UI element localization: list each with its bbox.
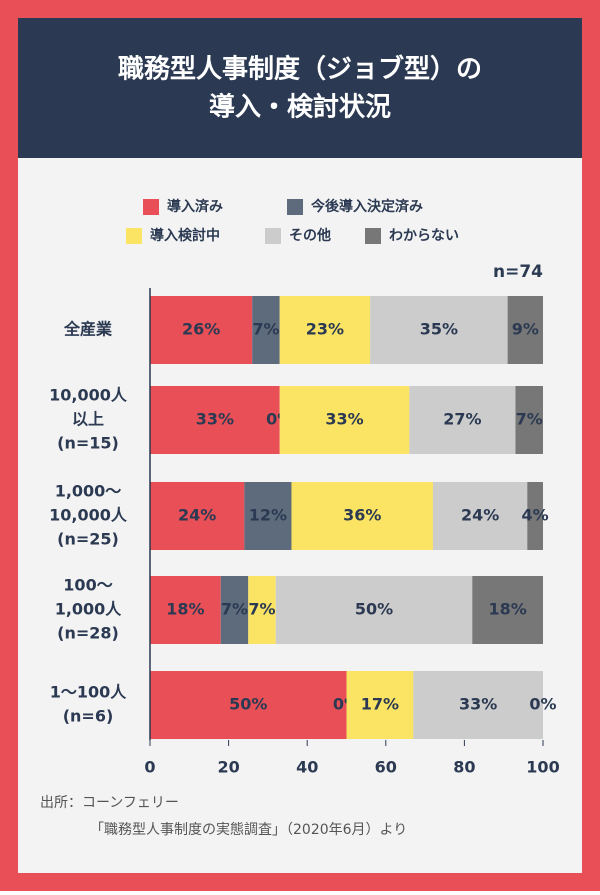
bar-segment <box>409 386 516 454</box>
legend-swatch <box>265 228 281 244</box>
source: 「職務型人事制度の実態調査」（2020年6月）より <box>90 822 407 838</box>
value-label: 27% <box>443 410 481 429</box>
value-label: 9% <box>512 320 539 339</box>
value-label: 12% <box>249 506 287 525</box>
bar-segment <box>244 482 292 550</box>
value-label: 18% <box>488 600 526 619</box>
x-tick-label: 100 <box>526 758 559 777</box>
bar-segment <box>527 482 543 550</box>
bar-segment <box>220 576 249 644</box>
bar-segment <box>370 296 508 364</box>
legend-label: 導入済み <box>167 198 223 215</box>
y-tick-label: (n=28) <box>57 624 119 643</box>
bar-segment <box>150 576 221 644</box>
value-label: 26% <box>182 320 220 339</box>
legend-swatch <box>287 199 303 215</box>
y-tick-label: 1〜100人 <box>50 683 128 702</box>
value-label: 4% <box>522 506 549 525</box>
bar-segment <box>346 671 414 739</box>
bar-segment <box>291 482 433 550</box>
x-tick-label: 40 <box>296 758 318 777</box>
bar-segment <box>279 386 410 454</box>
value-label: 7% <box>516 410 543 429</box>
x-tick-label: 60 <box>375 758 397 777</box>
value-label: 7% <box>221 600 248 619</box>
y-tick-label: 1,000人 <box>55 600 123 619</box>
x-tick-label: 20 <box>217 758 239 777</box>
legend-swatch <box>365 228 381 244</box>
legend-label: 導入検討中 <box>150 227 220 244</box>
value-label: 50% <box>355 600 393 619</box>
value-label: 18% <box>166 600 204 619</box>
bar-segment <box>472 576 543 644</box>
y-tick-label: 10,000人 <box>49 386 128 405</box>
legend-swatch <box>126 228 142 244</box>
bar-segment <box>248 576 276 644</box>
value-label: 7% <box>248 600 275 619</box>
value-label: 36% <box>343 506 381 525</box>
value-label: 17% <box>361 695 399 714</box>
legend-label: その他 <box>289 227 331 244</box>
value-label: 33% <box>459 695 497 714</box>
bar-segment <box>150 386 280 454</box>
y-tick-label: 100〜 <box>63 576 112 595</box>
legend-swatch <box>143 199 159 215</box>
y-tick-label: (n=6) <box>63 707 114 726</box>
bar-segment <box>413 671 543 739</box>
bar-segment <box>150 671 347 739</box>
value-label: 7% <box>252 320 279 339</box>
value-label: 50% <box>229 695 267 714</box>
y-tick-label: 以上 <box>72 410 104 429</box>
value-label: 33% <box>325 410 363 429</box>
bar-segment <box>150 482 245 550</box>
bar-segment <box>507 296 543 364</box>
y-tick-label: 1,000〜 <box>55 482 122 501</box>
y-tick-label: 10,000人 <box>49 506 128 525</box>
bar-segment <box>515 386 543 454</box>
legend-label: わからない <box>389 228 459 244</box>
source: 出所：コーンフェリー <box>40 795 179 811</box>
bar-segment <box>275 576 473 644</box>
chart-title: 導入・検討状況 <box>209 92 391 123</box>
value-label: 24% <box>178 506 216 525</box>
x-tick-label: 80 <box>453 758 475 777</box>
value-label: 33% <box>196 410 234 429</box>
chart-title: 職務型人事制度（ジョブ型）の <box>118 54 482 85</box>
bar-segment <box>150 296 253 364</box>
bar-segment <box>279 296 371 364</box>
value-label: 23% <box>306 320 344 339</box>
y-tick-label: 全産業 <box>63 320 113 339</box>
legend-label: 今後導入決定済み <box>310 198 423 215</box>
header <box>18 18 582 158</box>
y-tick-label: (n=25) <box>57 530 119 549</box>
value-label: 24% <box>461 506 499 525</box>
bar-segment <box>432 482 528 550</box>
value-label: 0% <box>529 695 556 714</box>
bar-segment <box>252 296 280 364</box>
y-tick-label: (n=15) <box>57 434 119 453</box>
annotation: n=74 <box>493 262 543 282</box>
x-tick-label: 0 <box>144 758 155 777</box>
value-label: 35% <box>420 320 458 339</box>
